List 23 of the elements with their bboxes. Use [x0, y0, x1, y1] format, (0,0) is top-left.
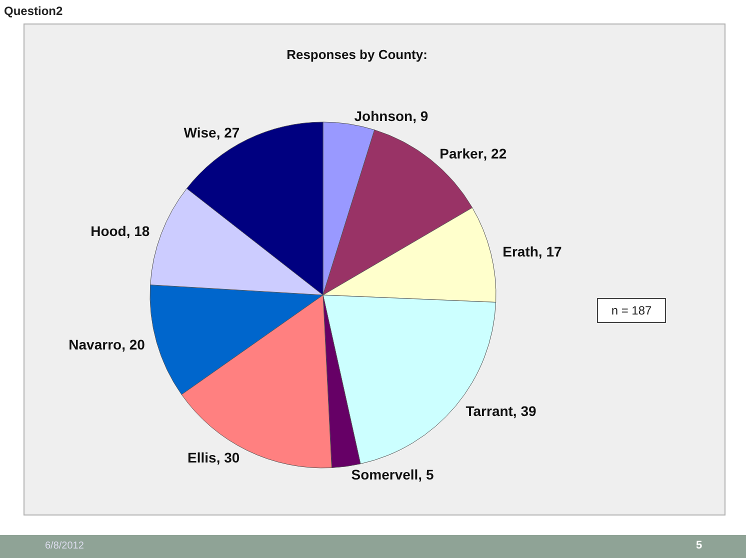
data-label: , 17 — [538, 243, 562, 260]
text: Question2 — [4, 4, 63, 18]
slice-label: Ellis — [188, 450, 217, 466]
slice-label: Parker — [440, 145, 484, 162]
data-label: , 27 — [216, 124, 240, 140]
slice-label: Somervell — [351, 466, 418, 482]
slice-label: Navarro — [68, 336, 122, 353]
data-label: , 22 — [483, 145, 507, 162]
text: n = 187 — [611, 304, 652, 318]
slice-label: Wise — [184, 124, 217, 140]
chart-title: Responses by County: — [286, 47, 428, 62]
slice-label: Hood — [90, 223, 126, 240]
data-label: , 18 — [126, 223, 150, 240]
slice-label: Johnson — [354, 108, 413, 124]
slice-label: Erath — [502, 243, 538, 260]
data-label: , 20 — [122, 336, 146, 353]
data-label: , 30 — [216, 450, 240, 466]
text: 6/8/2012 — [45, 540, 84, 552]
text: 5 — [696, 540, 702, 552]
data-label: , 5 — [418, 466, 434, 482]
data-label: , 9 — [412, 108, 428, 124]
data-label: , 39 — [512, 403, 537, 420]
slice-label: Tarrant — [466, 403, 514, 420]
